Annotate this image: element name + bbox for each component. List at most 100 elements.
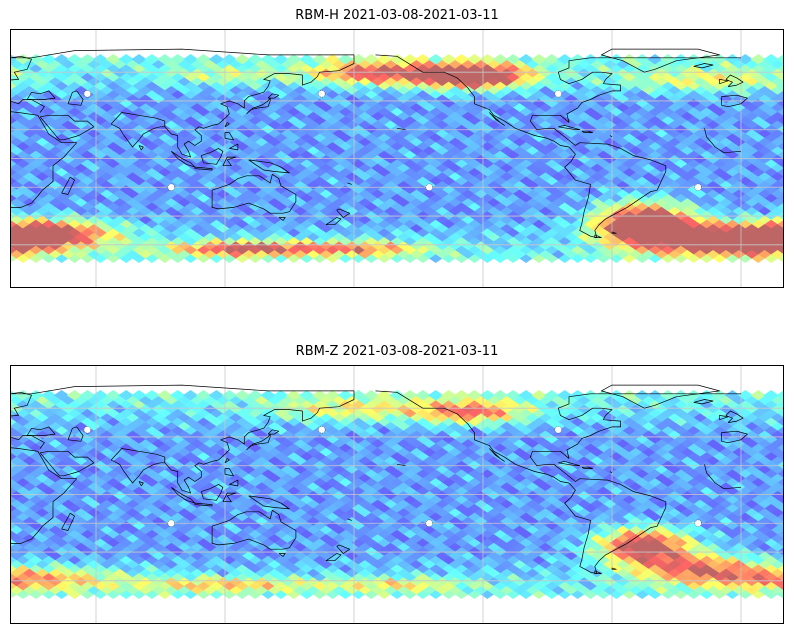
data-cell bbox=[434, 213, 450, 225]
data-cell bbox=[511, 213, 528, 225]
data-cell bbox=[144, 105, 160, 117]
data-cell bbox=[453, 545, 470, 556]
data-cell bbox=[724, 200, 741, 212]
data-cell bbox=[92, 123, 109, 134]
data-cell bbox=[415, 79, 431, 91]
data-cell bbox=[608, 493, 625, 504]
data-cell bbox=[150, 549, 167, 561]
data-cell bbox=[711, 252, 728, 263]
data-cell bbox=[169, 588, 186, 599]
data-cell bbox=[247, 131, 263, 143]
data-cell bbox=[653, 196, 670, 207]
data-cell bbox=[518, 545, 534, 556]
data-cell bbox=[737, 131, 754, 143]
data-cell bbox=[28, 252, 44, 263]
data-cell bbox=[337, 54, 354, 65]
data-cell bbox=[221, 528, 238, 539]
data-cell bbox=[673, 528, 689, 539]
data-cell bbox=[453, 54, 470, 65]
data-cell bbox=[311, 485, 328, 496]
data-cell bbox=[157, 528, 173, 539]
data-cell bbox=[292, 75, 308, 86]
data-cell bbox=[73, 110, 89, 121]
data-cell bbox=[169, 493, 186, 504]
data-cell bbox=[292, 523, 308, 535]
data-cell bbox=[698, 192, 715, 203]
data-cell bbox=[415, 131, 431, 143]
data-cell bbox=[66, 459, 83, 470]
data-cell bbox=[273, 149, 289, 160]
data-cell bbox=[415, 459, 431, 470]
data-cell bbox=[253, 515, 270, 526]
data-cell bbox=[627, 205, 644, 216]
map-panel-top bbox=[10, 29, 784, 288]
data-cell bbox=[247, 485, 263, 496]
data-cell bbox=[324, 252, 341, 263]
data-cell bbox=[660, 140, 676, 151]
data-cell bbox=[582, 493, 599, 504]
data-cell bbox=[273, 476, 289, 487]
data-cell bbox=[305, 196, 321, 207]
data-cell bbox=[440, 485, 457, 496]
data-cell bbox=[679, 110, 695, 121]
data-cell bbox=[292, 110, 308, 121]
data-cell bbox=[434, 118, 450, 130]
data-cell bbox=[286, 588, 302, 599]
coastline-se-asia bbox=[10, 48, 355, 158]
data-cell bbox=[492, 528, 508, 539]
data-cell bbox=[685, 131, 702, 143]
data-cell bbox=[750, 79, 766, 91]
data-cell bbox=[692, 205, 708, 216]
data-cell bbox=[324, 200, 341, 212]
data-cell bbox=[208, 200, 225, 212]
data-cell bbox=[157, 485, 173, 496]
data-cell bbox=[344, 213, 360, 225]
data-cell bbox=[215, 75, 231, 86]
data-cell bbox=[402, 459, 418, 470]
data-cell bbox=[595, 149, 612, 160]
data-cell bbox=[215, 213, 231, 225]
data-cell bbox=[311, 588, 328, 599]
data-cell bbox=[137, 84, 154, 95]
data-cell bbox=[427, 200, 444, 212]
data-cell bbox=[692, 523, 708, 535]
data-cell bbox=[627, 75, 644, 86]
data-cell bbox=[337, 123, 354, 134]
data-cell bbox=[627, 110, 644, 121]
data-cell bbox=[298, 105, 315, 117]
data-cell bbox=[556, 149, 573, 160]
data-cell bbox=[286, 459, 302, 470]
data-cell bbox=[137, 110, 154, 121]
data-cell bbox=[711, 476, 728, 487]
data-cell bbox=[363, 493, 379, 504]
data-cell bbox=[402, 252, 418, 263]
data-cell bbox=[756, 523, 773, 535]
data-cell bbox=[466, 493, 483, 504]
data-cell bbox=[350, 200, 367, 212]
data-cell bbox=[666, 515, 683, 526]
data-cell bbox=[698, 79, 715, 91]
data-cell bbox=[47, 187, 63, 199]
data-cell bbox=[518, 579, 534, 591]
data-cell bbox=[395, 523, 412, 535]
data-cell bbox=[311, 71, 328, 82]
data-cell bbox=[34, 127, 50, 138]
data-cell bbox=[473, 523, 489, 535]
data-cell bbox=[466, 209, 483, 220]
coastline-greenland bbox=[600, 48, 720, 73]
data-cell bbox=[298, 140, 315, 151]
data-cell bbox=[634, 579, 650, 591]
data-cell bbox=[660, 579, 676, 591]
data-cell bbox=[460, 196, 476, 207]
data-cell bbox=[86, 196, 102, 207]
data-cell bbox=[440, 54, 457, 65]
data-cell bbox=[350, 192, 367, 203]
data-cell bbox=[634, 209, 650, 220]
data-cell bbox=[563, 187, 579, 199]
data-cell bbox=[673, 588, 689, 599]
data-cell bbox=[176, 205, 192, 216]
data-cell bbox=[744, 127, 760, 138]
data-cell bbox=[563, 75, 579, 86]
data-cell bbox=[544, 149, 560, 160]
data-cell bbox=[544, 71, 560, 82]
